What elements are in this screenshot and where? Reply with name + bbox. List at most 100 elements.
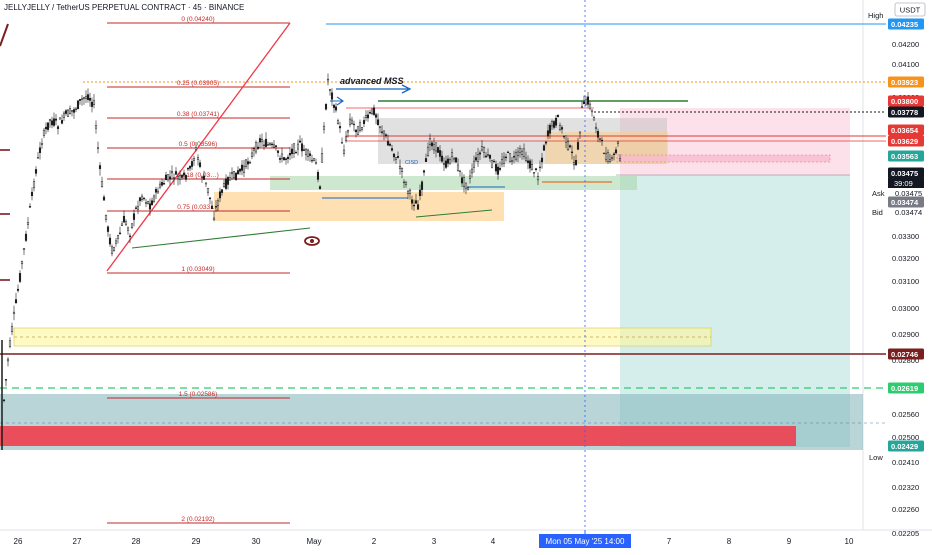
candle <box>174 167 178 175</box>
red-impulse-line[interactable] <box>106 22 291 272</box>
price-axis-area[interactable] <box>863 0 932 550</box>
candle <box>14 292 18 305</box>
candle <box>468 169 472 184</box>
candle <box>150 197 154 206</box>
candle <box>338 121 342 133</box>
fib-label: 2 (0.02192) <box>181 516 214 523</box>
candle <box>124 219 128 226</box>
orange-demand-zone[interactable] <box>214 192 504 221</box>
candle <box>66 108 70 117</box>
candle <box>366 110 370 122</box>
candle <box>558 122 562 132</box>
price-tag: 0.03923 <box>888 76 924 88</box>
price-tag: 0.03629 <box>888 135 924 147</box>
candle <box>288 146 292 161</box>
candle <box>464 182 468 195</box>
candle <box>228 171 232 181</box>
price-tick: 0.02320 <box>892 483 919 492</box>
candle <box>586 91 590 108</box>
candle <box>226 175 230 190</box>
candle <box>116 234 120 244</box>
candles[interactable] <box>1 73 622 450</box>
candle <box>268 142 272 147</box>
candle <box>322 122 326 134</box>
candle <box>358 119 362 133</box>
candle <box>514 149 518 162</box>
candle <box>474 152 478 162</box>
candle <box>220 189 224 196</box>
candle <box>462 174 466 193</box>
time-label: 3 <box>432 537 437 546</box>
candle <box>200 175 204 183</box>
candle <box>478 150 482 160</box>
candle <box>56 124 60 135</box>
candle <box>616 141 620 147</box>
trendlines[interactable] <box>0 0 688 535</box>
candle <box>512 150 516 164</box>
candle <box>390 144 394 152</box>
candle <box>606 149 610 164</box>
candle <box>348 113 352 128</box>
candle <box>368 109 372 115</box>
candle <box>524 151 528 163</box>
candle <box>46 122 50 133</box>
candle <box>22 247 26 256</box>
candle <box>550 119 554 130</box>
ask-label: Ask <box>872 189 885 198</box>
candle <box>454 157 458 163</box>
candle <box>556 114 560 118</box>
price-tick: 0.03300 <box>892 232 919 241</box>
candle <box>154 186 158 200</box>
candle <box>440 150 444 164</box>
candle <box>172 173 176 185</box>
candle <box>310 154 314 163</box>
candle <box>426 142 430 157</box>
svg-text:0.03474: 0.03474 <box>891 198 919 207</box>
candle <box>386 134 390 146</box>
candle <box>156 187 160 194</box>
candle <box>342 144 346 157</box>
candle <box>612 152 616 161</box>
candle <box>190 158 194 171</box>
candle <box>250 147 254 160</box>
candle <box>16 284 20 293</box>
price-tag: 0.03778 <box>888 106 924 118</box>
candle <box>428 133 432 152</box>
candle <box>80 94 84 106</box>
candle <box>262 140 266 151</box>
time-label: 9 <box>787 537 792 546</box>
mss-annotation: advanced MSS <box>340 76 404 86</box>
fib-label: 0.25 (0.03905) <box>177 80 219 87</box>
price-tag: 0.02429 <box>888 440 924 452</box>
price-tag: 0.02619 <box>888 382 924 394</box>
time-label: 28 <box>132 537 141 546</box>
candle <box>480 140 484 152</box>
candle <box>96 141 100 154</box>
candle <box>552 120 556 130</box>
candle <box>566 137 570 151</box>
candle <box>584 96 588 107</box>
pink-fvg-zone[interactable] <box>616 154 831 163</box>
candle <box>182 169 186 179</box>
currency-label: USDT <box>900 6 921 15</box>
fib-label: 1 (0.03049) <box>181 266 214 273</box>
candle <box>194 142 198 152</box>
green-support-zone[interactable] <box>270 176 637 190</box>
candle <box>406 190 410 200</box>
candle <box>544 141 548 146</box>
candle <box>430 141 434 151</box>
candle <box>546 124 550 140</box>
svg-text:0.03475: 0.03475 <box>891 169 918 178</box>
green-trendline-left[interactable] <box>131 227 311 249</box>
candle <box>240 160 244 176</box>
ask-value: 0.03475 <box>895 189 922 198</box>
candle <box>306 148 310 162</box>
red-liquidity-zone[interactable] <box>0 426 796 446</box>
currency-badge[interactable] <box>894 2 926 17</box>
candle <box>98 162 102 176</box>
candle <box>434 142 438 158</box>
green-trendline-right[interactable] <box>415 209 493 218</box>
candle <box>86 88 90 103</box>
